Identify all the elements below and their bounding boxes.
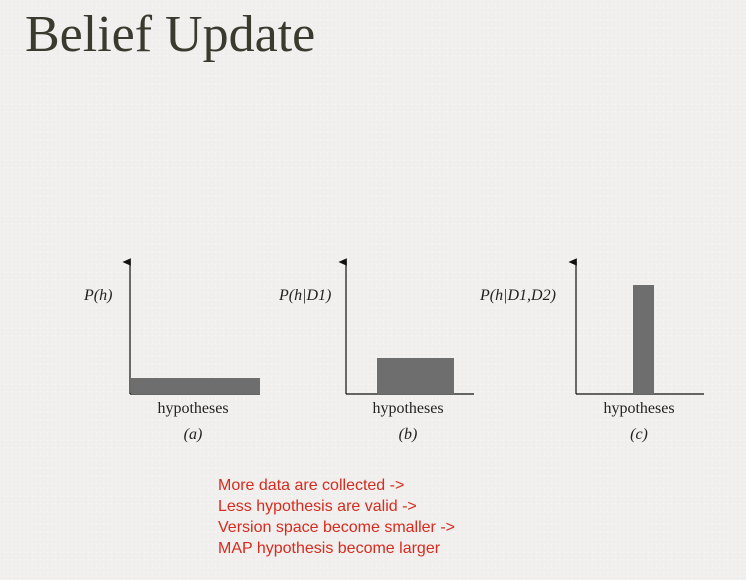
note-line: Less hypothesis are valid -> <box>218 498 417 515</box>
panel-a-ylabel: P(h) <box>84 287 113 304</box>
panel-b-xlabel: hypotheses <box>372 400 444 417</box>
belief-update-diagram <box>122 258 704 395</box>
panel-a-axes <box>122 258 260 395</box>
note-line: More data are collected -> <box>218 477 405 494</box>
panel-b-probability-bar <box>377 358 454 394</box>
panel-a-probability-bar <box>131 378 260 394</box>
slide-title: Belief Update <box>25 6 316 63</box>
panel-b-caption: (b) <box>398 426 418 443</box>
panel-a-caption: (a) <box>183 426 203 443</box>
panel-c-ylabel: P(h|D1,D2) <box>480 287 556 304</box>
panel-c-probability-bar <box>633 285 654 394</box>
explanation-notes: More data are collected -> Less hypothes… <box>218 475 455 559</box>
panel-c-xlabel: hypotheses <box>603 400 675 417</box>
note-line: MAP hypothesis become larger <box>218 540 441 557</box>
panel-c-caption: (c) <box>630 426 648 443</box>
note-line: Version space become smaller -> <box>218 519 455 536</box>
panel-a-xlabel: hypotheses <box>157 400 229 417</box>
panel-b-ylabel: P(h|D1) <box>279 287 332 304</box>
